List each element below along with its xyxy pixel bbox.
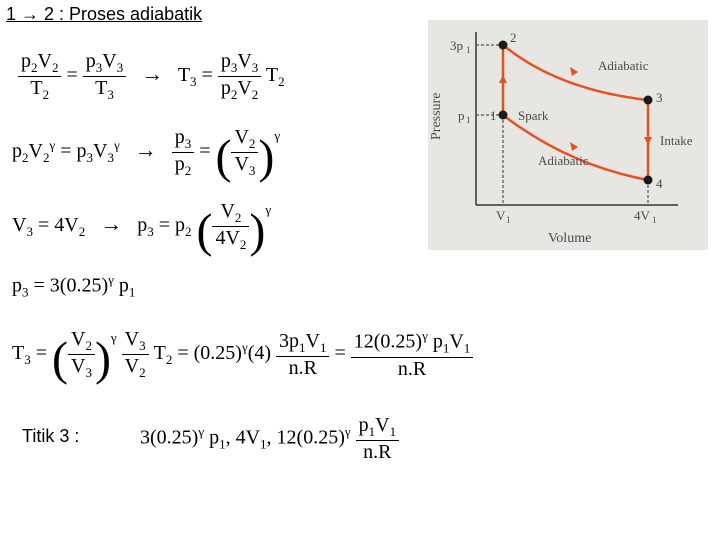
equation-4: p3 = 3(0.25)γ p1	[12, 272, 135, 301]
svg-text:3p: 3p	[450, 38, 463, 53]
svg-text:V: V	[496, 208, 506, 223]
point-2-label: 2	[510, 30, 517, 45]
x-axis-label: Volume	[548, 231, 591, 246]
adiabatic-bottom-label: Adiabatic	[538, 153, 589, 168]
svg-text:1: 1	[466, 45, 471, 55]
svg-text:p: p	[458, 108, 465, 123]
equation-1: p2V2 T2 = p3V3 T3 → T3 = p3V3 p2V2 T2	[18, 50, 285, 103]
equation-2: p2V2γ = p3V3γ → p3 p2 = ( V2 V3 )γ	[12, 126, 280, 179]
svg-text:1: 1	[466, 115, 471, 125]
equation-6: 3(0.25)γ p1, 4V1, 12(0.25)γ p1V1 n.R	[140, 414, 399, 464]
point-4-label: 4	[656, 176, 663, 191]
process-title: 1 → 2 : Proses adiabatik	[6, 4, 202, 25]
spark-label: Spark	[518, 108, 549, 123]
pv-diagram: 2 1 3 4 Adiabatic Spark Adiabatic Intake…	[428, 20, 708, 250]
equation-3: V3 = 4V2 → p3 = p2 ( V2 4V2 )γ	[12, 200, 271, 253]
point-1-label: 1	[490, 108, 497, 123]
svg-text:1: 1	[506, 215, 511, 225]
adiabatic-top-label: Adiabatic	[598, 58, 649, 73]
point-3-label: 3	[656, 90, 663, 105]
y-axis-label: Pressure	[429, 93, 444, 140]
svg-text:4V: 4V	[634, 208, 651, 223]
svg-text:1: 1	[652, 215, 657, 225]
titik-3-label: Titik 3 :	[22, 426, 79, 447]
equation-5: T3 = ( V2 V3 )γ V3 V2 T2 = (0.25)γ(4) 3p…	[12, 328, 473, 381]
intake-label: Intake	[660, 133, 693, 148]
